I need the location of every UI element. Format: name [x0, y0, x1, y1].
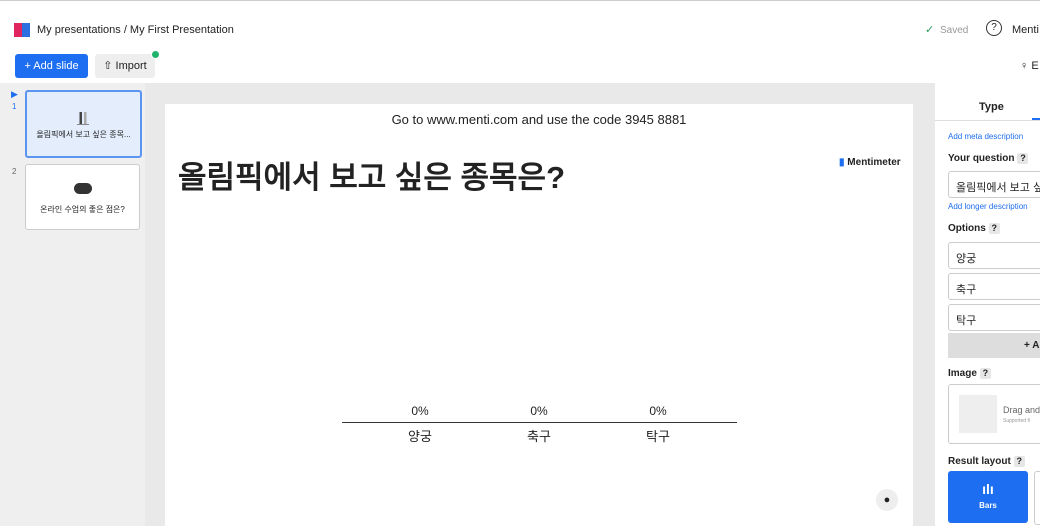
image-placeholder — [959, 395, 997, 433]
baseline — [342, 422, 737, 423]
logo — [14, 23, 30, 37]
option-input[interactable]: 탁구 — [948, 304, 1040, 331]
hint[interactable]: ? — [1013, 456, 1025, 467]
slide-pointer: ▶ — [11, 89, 18, 99]
image-drop[interactable]: Drag and Supported fi — [948, 384, 1040, 444]
slide-number: 2 — [12, 167, 17, 176]
slide-label: 온라인 수업의 좋은 점은? — [40, 205, 125, 214]
result-label: 탁구 — [646, 429, 670, 444]
label-text: Result layout — [948, 456, 1011, 467]
hint[interactable]: ? — [979, 368, 991, 379]
label: Image? — [948, 368, 991, 379]
result-percent: 0% — [411, 404, 429, 418]
add-option-button[interactable]: + A — [948, 333, 1040, 358]
label-text: Options — [948, 223, 986, 234]
question-input[interactable]: 올림픽에서 보고 싶 — [948, 171, 1040, 198]
instructions: Go to www.menti.com and use the code 394… — [391, 112, 687, 127]
add-slide-button[interactable]: + Add slide — [15, 54, 88, 78]
link[interactable]: Add meta description — [948, 132, 1024, 141]
bars-icon — [77, 112, 89, 125]
slide-label: 올림픽에서 보고 싶은 종목... — [36, 130, 131, 139]
drag-text: Drag and — [1003, 405, 1040, 415]
layout-other[interactable] — [1034, 471, 1040, 525]
label-text: Image — [948, 368, 977, 379]
option-input[interactable]: 축구 — [948, 273, 1040, 300]
label: Your question? — [948, 153, 1029, 164]
bars-icon: ılı — [982, 481, 994, 497]
brand-label: Mentimeter — [847, 157, 901, 168]
toolbar-right-label: E — [1031, 60, 1039, 72]
result-label: 양궁 — [408, 429, 432, 444]
link[interactable]: Add longer description — [948, 202, 1028, 211]
cloud-icon — [74, 183, 92, 194]
breadcrumb[interactable]: My presentations / My First Presentation — [37, 24, 234, 36]
label: Result layout? — [948, 456, 1025, 467]
account[interactable]: Menti — [1012, 24, 1039, 36]
result-percent: 0% — [649, 404, 667, 418]
hint[interactable]: ? — [988, 223, 1000, 234]
saved-check: ✓ — [925, 24, 935, 36]
slide-title: 올림픽에서 보고 싶은 종목은? — [178, 160, 566, 195]
audience-button[interactable]: ● — [876, 489, 898, 511]
slide-thumbnail[interactable]: 온라인 수업의 좋은 점은? — [25, 164, 140, 230]
tab-divider — [935, 120, 1040, 121]
brand: ▮ Mentimeter — [839, 157, 901, 168]
slide-preview: Go to www.menti.com and use the code 394… — [165, 104, 913, 526]
notification-dot — [151, 50, 160, 59]
layout-label: Bars — [979, 501, 997, 510]
option-input[interactable]: 양궁 — [948, 242, 1040, 269]
saved: Saved — [940, 25, 969, 36]
layout-bars[interactable]: ılı Bars — [948, 471, 1028, 523]
tab[interactable]: Type — [979, 101, 1004, 113]
help-button[interactable]: ? — [986, 20, 1002, 36]
toolbar-right[interactable]: ♀ E — [1020, 60, 1039, 72]
slide-thumbnail[interactable]: 올림픽에서 보고 싶은 종목... — [25, 90, 142, 158]
slide-number: 1 — [12, 102, 17, 111]
import-label: Import — [115, 60, 147, 72]
result-label: 축구 — [527, 429, 551, 444]
label: Options? — [948, 223, 1000, 234]
result-percent: 0% — [530, 404, 548, 418]
tab-underline — [1032, 118, 1040, 120]
supported-text: Supported fi — [1003, 418, 1030, 424]
import-button[interactable]: ⇧ Import — [95, 54, 155, 78]
hint[interactable]: ? — [1017, 153, 1029, 164]
label-text: Your question — [948, 153, 1015, 164]
